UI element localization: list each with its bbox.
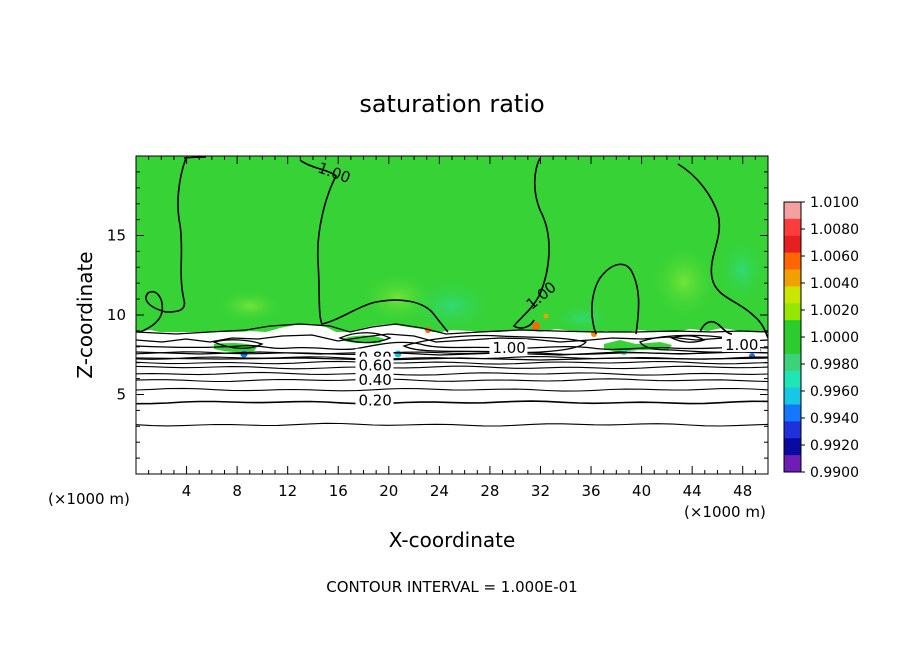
colorbar-band xyxy=(784,370,801,389)
subsaturated-region xyxy=(136,324,768,474)
x-tick-label: 48 xyxy=(733,482,752,500)
y-axis-label: Z-coordinate xyxy=(73,251,97,378)
y-tick-label: 5 xyxy=(116,386,126,404)
colorbar-band xyxy=(784,387,801,405)
colorbar-band xyxy=(784,202,801,220)
x-axis-ticks: 4 8 12 16 20 24 28 32 36 40 44 48 xyxy=(148,156,756,500)
contour-line-0.10 xyxy=(136,422,768,427)
x-tick-label: 24 xyxy=(430,482,449,500)
contour-label-bg xyxy=(722,335,761,352)
colorbar-band xyxy=(784,337,801,355)
colorbar-band xyxy=(784,320,801,338)
x-tick-label: 44 xyxy=(683,482,702,500)
colorbar-label: 1.0040 xyxy=(810,276,859,292)
colorbar-label: 1.0100 xyxy=(810,195,859,211)
colorbar-band xyxy=(784,252,801,270)
chart-title: saturation ratio xyxy=(359,90,544,118)
contour-line-1.00 xyxy=(299,159,449,333)
contour-line-1.00 xyxy=(677,163,768,339)
contour-line-0.80 xyxy=(136,356,768,360)
y-axis-ticks: 5 10 15 xyxy=(107,171,768,459)
colorbar-band xyxy=(784,404,801,422)
contour-label: 1.00 xyxy=(725,336,758,354)
x-tick-label: 20 xyxy=(379,482,398,500)
contour-line-0.20 xyxy=(136,400,768,405)
colorbar-band xyxy=(784,353,801,372)
subsaturated-spot xyxy=(394,350,402,358)
contour-line-0.60 xyxy=(136,365,768,370)
contour-line-0.90 xyxy=(136,351,768,356)
contour-line-1.00 xyxy=(591,263,640,335)
colorbar-label: 1.0000 xyxy=(810,330,859,346)
supersaturated-spot xyxy=(543,313,549,319)
y-tick-label: 10 xyxy=(107,306,126,324)
colorbar-band xyxy=(784,286,801,304)
colorbar-label: 1.0060 xyxy=(810,249,859,265)
colorbar-label: 0.9920 xyxy=(810,438,859,454)
contour-line-1.00 xyxy=(699,320,733,335)
colorbar-label: 1.0020 xyxy=(810,303,859,319)
x-tick-label: 16 xyxy=(329,482,348,500)
x-tick-label: 12 xyxy=(278,482,297,500)
colorbar-band xyxy=(784,455,801,473)
x-units-right: (×1000 m) xyxy=(684,503,766,521)
contour-label-bg xyxy=(355,391,394,408)
contour-label: 0.20 xyxy=(358,392,391,410)
contour-label: 0.40 xyxy=(358,371,391,389)
colorbar-band xyxy=(784,235,801,254)
contour-label: 0.60 xyxy=(358,357,391,375)
contour-line-0.50 xyxy=(136,371,768,376)
contour-label-bg xyxy=(489,339,528,356)
x-tick-label: 8 xyxy=(232,482,242,500)
contour-line xyxy=(212,339,264,349)
subsaturated-patch xyxy=(552,302,612,334)
colorbar-band xyxy=(784,218,801,237)
stable-contours xyxy=(136,351,768,427)
supersaturated-patch xyxy=(648,242,720,322)
colorbar-label: 0.9980 xyxy=(810,357,859,373)
contour-label-bg xyxy=(355,356,394,373)
colorbar-band xyxy=(784,438,801,456)
colorbar-label: 0.9960 xyxy=(810,384,859,400)
contour-line-1.00 xyxy=(512,157,550,329)
contour-line xyxy=(136,323,768,335)
colorbar-label: 0.9940 xyxy=(810,411,859,427)
colorbar-label: 0.9900 xyxy=(810,465,859,481)
colorbar-band xyxy=(784,269,801,287)
colorbar-band xyxy=(784,421,801,439)
colorbar xyxy=(783,201,802,473)
contour-label-bg xyxy=(355,370,394,387)
x-tick-label: 28 xyxy=(480,482,499,500)
plot-area xyxy=(136,156,768,474)
x-tick-label: 4 xyxy=(182,482,192,500)
contour-line-0.30 xyxy=(136,387,768,392)
subsaturated-patch xyxy=(716,236,768,304)
contour-label: 1.00 xyxy=(492,339,525,357)
contour-line-0.40 xyxy=(136,378,768,383)
x-tick-label: 32 xyxy=(531,482,550,500)
contour-line xyxy=(670,335,706,343)
contour-interval-note: CONTOUR INTERVAL = 1.000E-01 xyxy=(326,578,577,596)
contour-labels: 1.001.001.001.000.800.600.400.20 xyxy=(315,159,761,410)
x-units-left: (×1000 m) xyxy=(48,490,130,508)
contour-line xyxy=(136,333,768,343)
contour-line xyxy=(402,334,588,354)
contour-line-0.70 xyxy=(136,360,768,365)
supersaturated-patch xyxy=(214,288,286,324)
contour-line xyxy=(338,332,392,344)
colorbar-label: 1.0080 xyxy=(810,222,859,238)
colorbar-labels: 1.0100 1.0080 1.0060 1.0040 1.0020 1.0000 0.99… xyxy=(801,195,859,481)
x-tick-label: 40 xyxy=(632,482,651,500)
colorbar-band xyxy=(784,303,801,321)
subsaturated-patch xyxy=(406,276,498,336)
y-tick-label: 15 xyxy=(107,227,126,245)
supersaturated-spot xyxy=(532,322,540,330)
x-axis-label: X-coordinate xyxy=(389,528,516,552)
x-tick-label: 36 xyxy=(581,482,600,500)
